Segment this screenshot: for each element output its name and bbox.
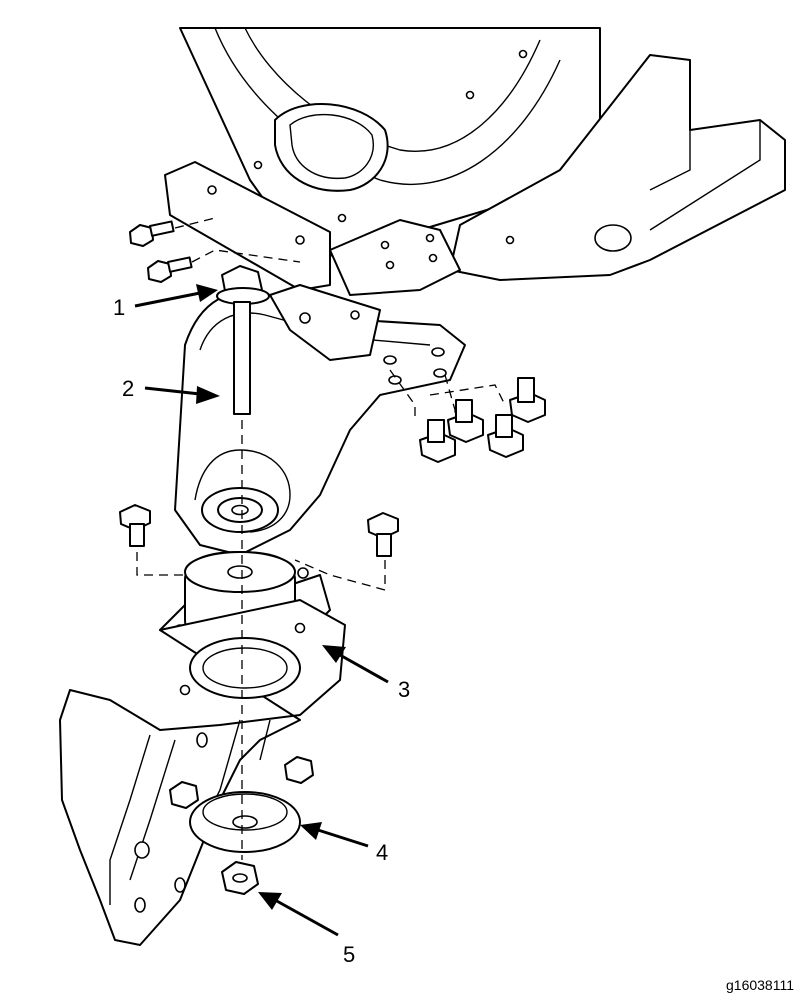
callout-2-label: 2: [122, 376, 134, 401]
callout-3-label: 3: [398, 677, 410, 702]
lower-nuts: [169, 756, 314, 809]
callout-5-label: 5: [343, 942, 355, 967]
retaining-nut: [221, 861, 259, 895]
bracket-bolts: [129, 217, 301, 283]
callout-1-label: 1: [113, 295, 125, 320]
frame-rail: [449, 54, 786, 281]
callout-4-label: 4: [376, 840, 388, 865]
engine-bracket: [164, 161, 461, 296]
figure-id: g16038111: [726, 977, 794, 993]
engine-block: [179, 27, 601, 261]
side-bolts: [119, 504, 399, 591]
frame-bracket: [59, 599, 346, 946]
bracket-bolts-right: [389, 369, 546, 463]
callout-5: 5: [258, 892, 355, 967]
callout-4: 4: [300, 822, 388, 865]
through-bolt: [216, 265, 270, 415]
callout-2: 2: [122, 376, 220, 404]
callout-1: 1: [113, 284, 218, 320]
callout-3: 3: [322, 645, 410, 702]
lower-washer: [189, 791, 301, 853]
mount-bracket: [174, 284, 466, 556]
